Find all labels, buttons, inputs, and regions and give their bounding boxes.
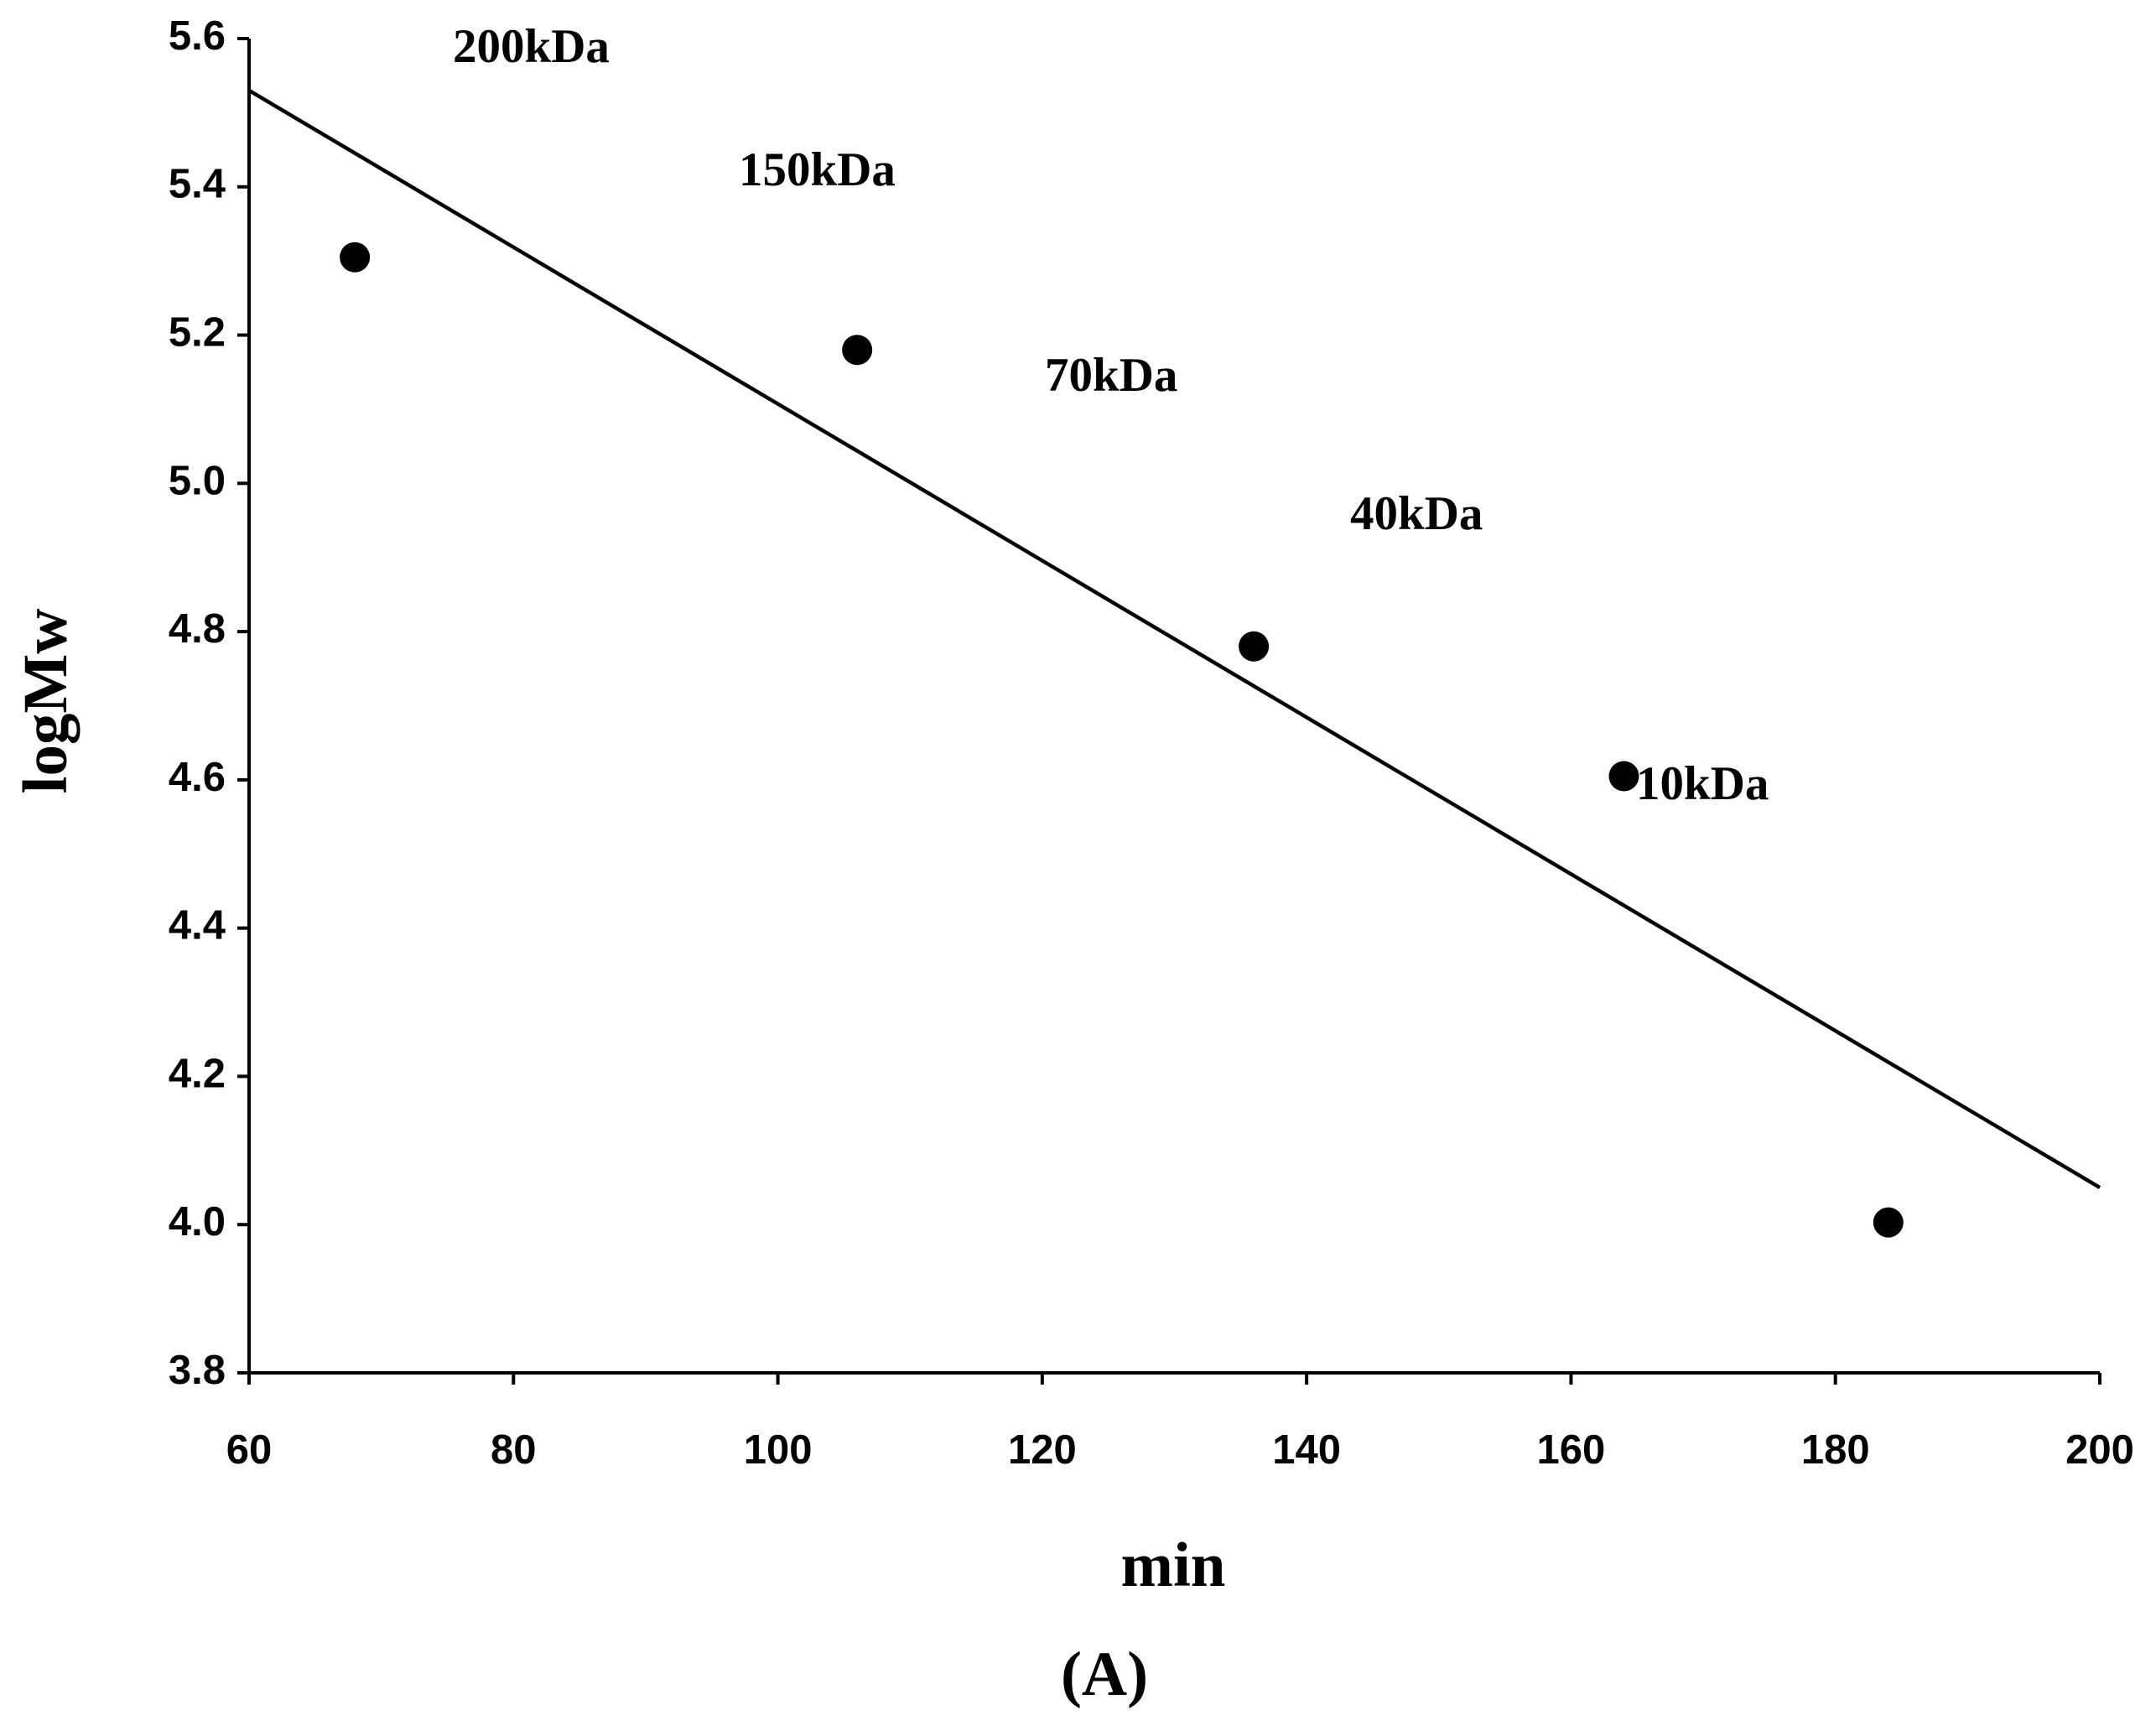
x-tick-label: 120 bbox=[1008, 1427, 1077, 1473]
x-axis-label: min bbox=[1120, 1531, 1225, 1600]
y-tick-label: 4.6 bbox=[169, 755, 226, 800]
y-tick-label: 5.2 bbox=[169, 309, 226, 355]
annotation: 10kDa bbox=[1636, 757, 1769, 810]
y-tick-label: 5.0 bbox=[169, 458, 226, 503]
y-tick-label: 4.8 bbox=[169, 606, 226, 652]
x-tick-label: 140 bbox=[1272, 1427, 1341, 1473]
y-axis-label: logMw bbox=[11, 609, 81, 794]
annotation: 200kDa bbox=[453, 20, 610, 73]
y-tick-label: 4.2 bbox=[169, 1051, 226, 1096]
y-tick-label: 4.0 bbox=[169, 1199, 226, 1245]
x-tick-label: 100 bbox=[744, 1427, 813, 1473]
data-point bbox=[842, 335, 873, 366]
data-point bbox=[340, 242, 371, 273]
data-point bbox=[1608, 761, 1639, 792]
data-point bbox=[1239, 631, 1270, 662]
x-tick-label: 200 bbox=[2065, 1427, 2134, 1473]
annotation: 70kDa bbox=[1045, 349, 1177, 402]
y-tick-label: 5.6 bbox=[169, 13, 226, 59]
annotation: 150kDa bbox=[739, 143, 896, 196]
x-tick-label: 60 bbox=[226, 1427, 273, 1473]
x-tick-label: 80 bbox=[491, 1427, 537, 1473]
fit-line bbox=[247, 88, 2101, 1189]
y-tick-label: 5.4 bbox=[169, 162, 226, 207]
annotation: 40kDa bbox=[1350, 487, 1483, 540]
data-point bbox=[1873, 1207, 1904, 1238]
y-tick-label: 4.4 bbox=[169, 903, 226, 949]
x-tick-label: 160 bbox=[1537, 1427, 1606, 1473]
x-tick-label: 180 bbox=[1801, 1427, 1870, 1473]
caption: (A) bbox=[1061, 1640, 1148, 1709]
y-tick-label: 3.8 bbox=[169, 1348, 226, 1393]
